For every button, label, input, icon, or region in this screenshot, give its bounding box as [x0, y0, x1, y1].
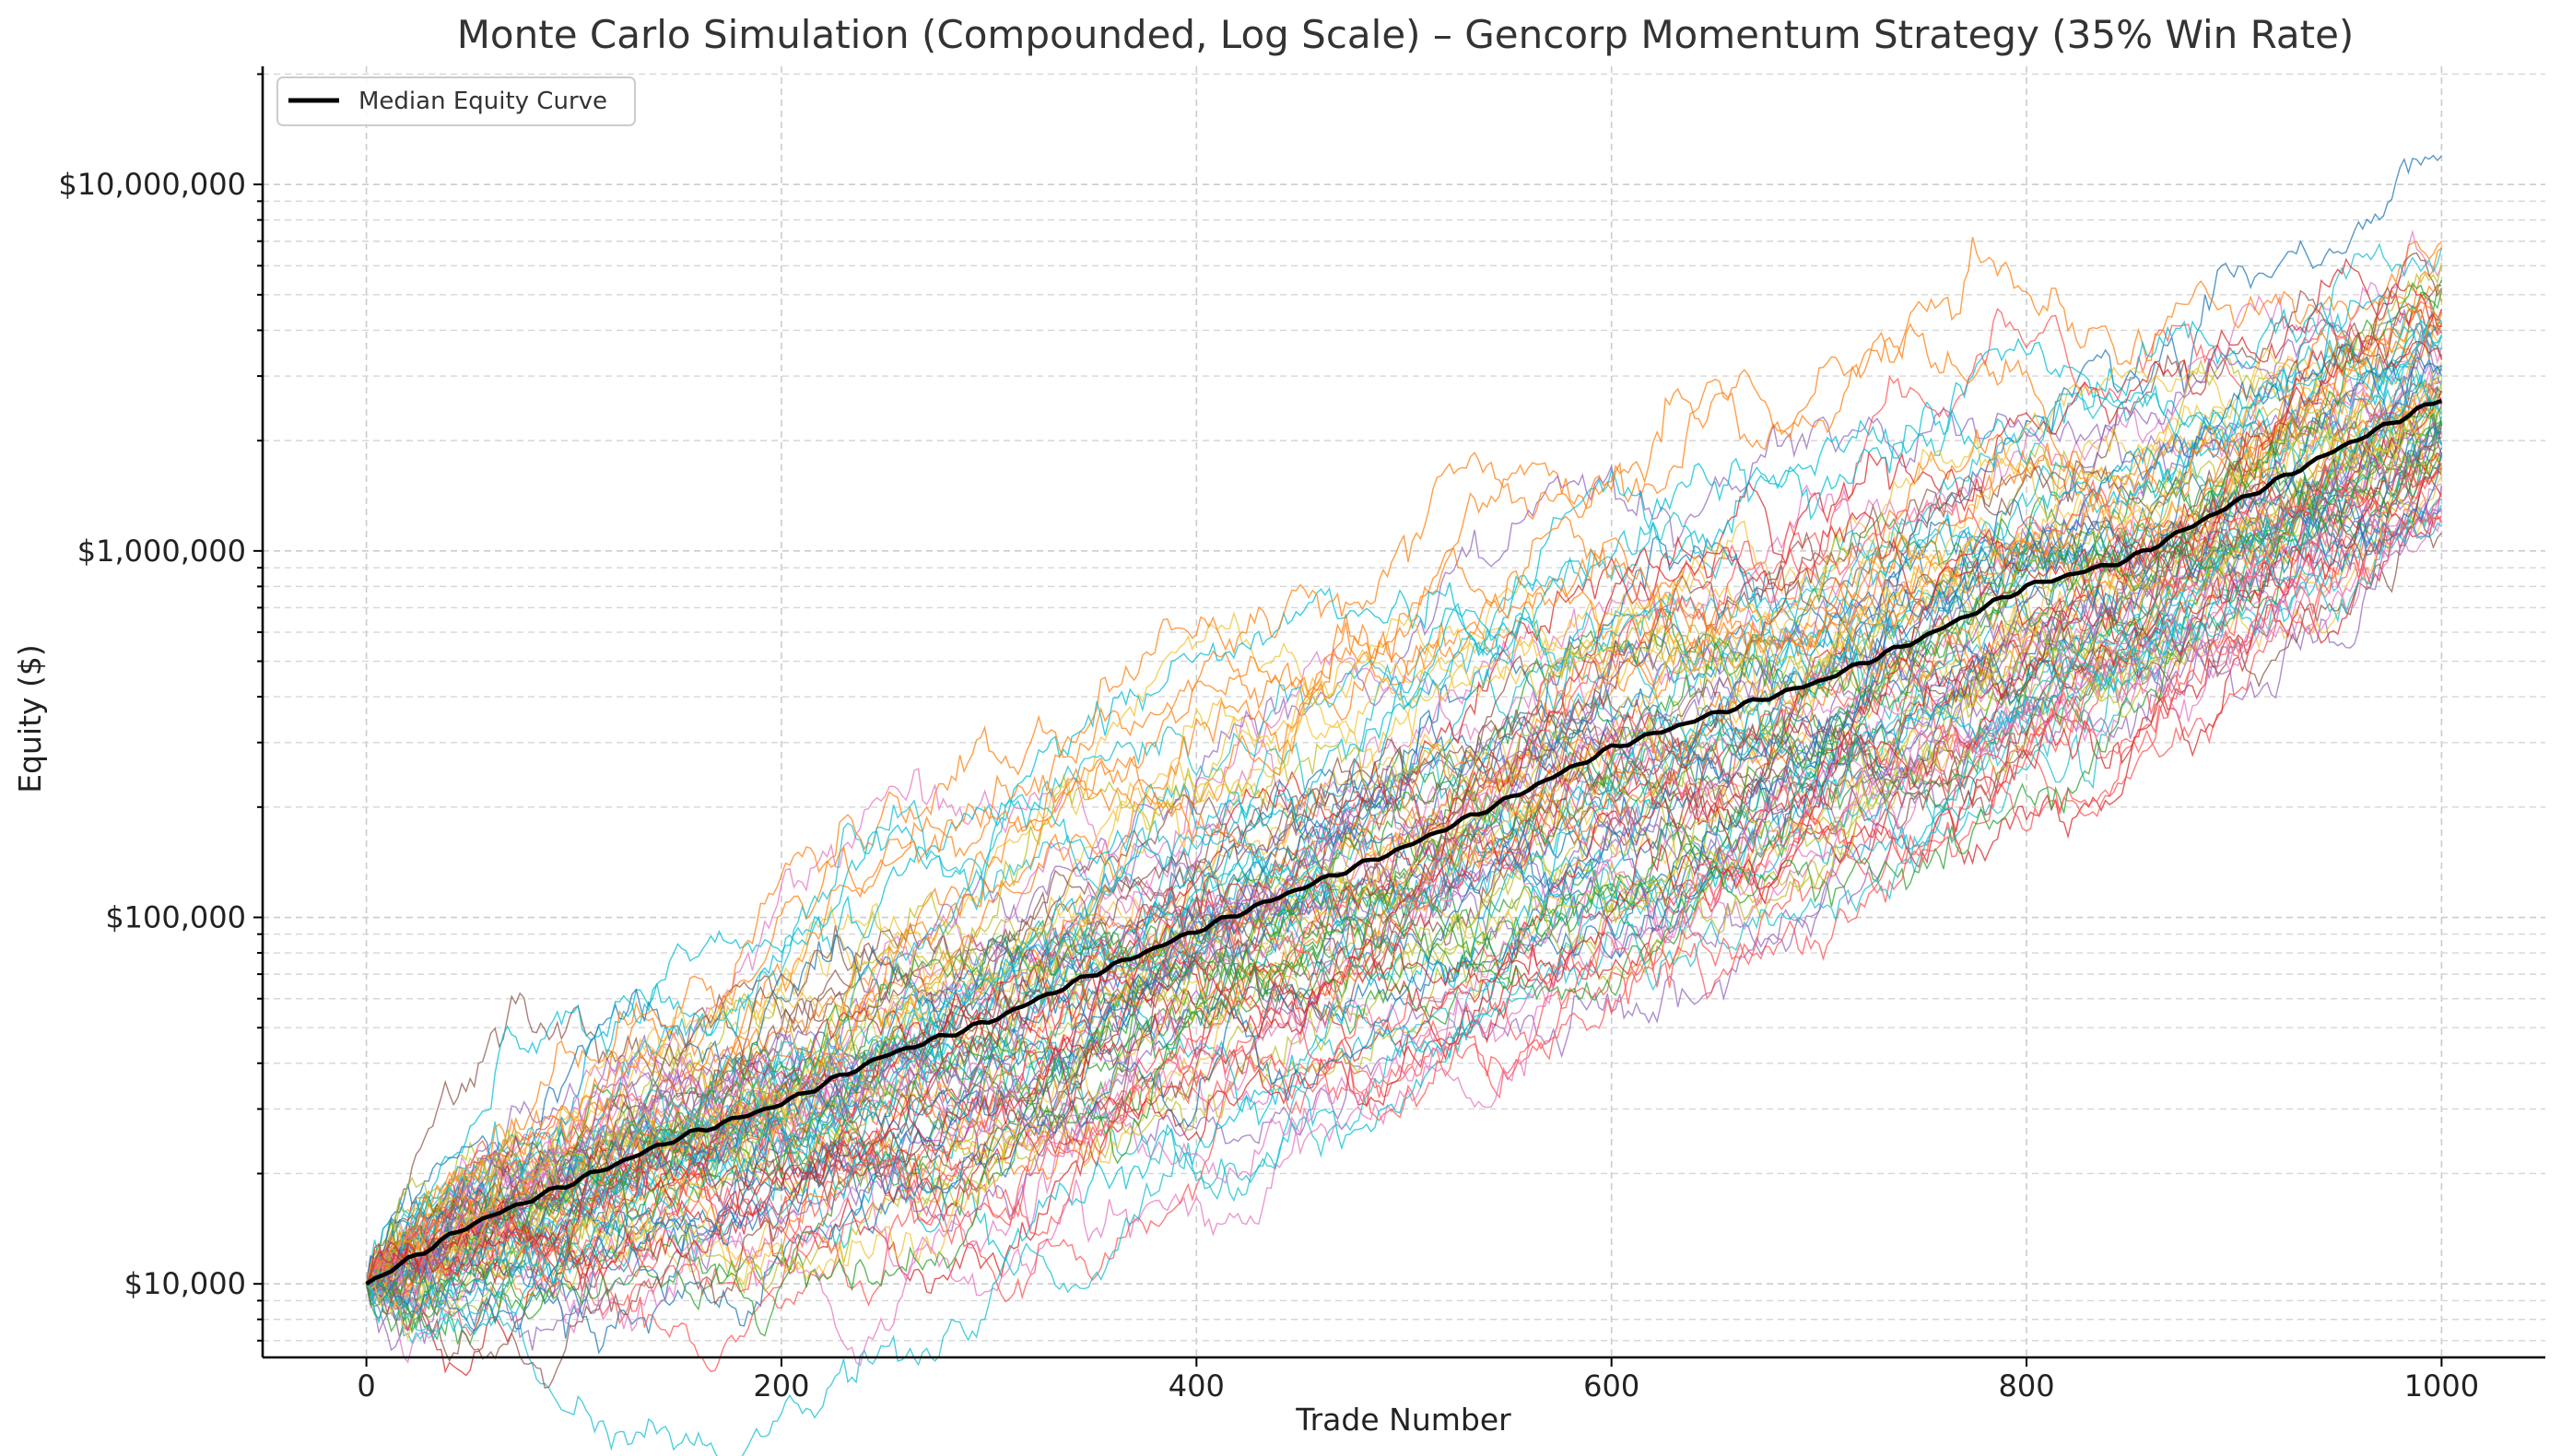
simulation-path-35: [366, 470, 2442, 1291]
x-tick-label-1: 200: [753, 1368, 809, 1403]
legend: Median Equity Curve: [276, 76, 636, 126]
simulation-path-55: [366, 393, 2442, 1299]
legend-label-median: Median Equity Curve: [358, 88, 607, 115]
simulation-path-88: [366, 426, 2442, 1302]
simulation-path-0: [366, 154, 2442, 1288]
simulation-path-89: [366, 440, 2443, 1389]
simulation-path-46: [366, 319, 2442, 1291]
y-tick-label-1: $100,000: [105, 900, 246, 935]
simulation-path-6: [365, 229, 2443, 1285]
median-equity-curve: [365, 398, 2443, 1286]
simulation-path-9: [365, 514, 2442, 1286]
simulation-path-28: [366, 352, 2443, 1344]
y-tick-label-2: $1,000,000: [77, 534, 246, 569]
simulation-path-38: [366, 406, 2442, 1289]
x-tick-label-0: 0: [357, 1368, 375, 1403]
simulation-path-84: [366, 452, 2443, 1289]
simulation-path-93: [366, 383, 2443, 1341]
simulation-path-67: [366, 399, 2442, 1310]
x-ticks: 0 200 400 600 800 1000: [357, 1357, 2479, 1403]
x-tick-label-4: 800: [1999, 1368, 2055, 1403]
simulation-path-36: [365, 397, 2443, 1355]
simulation-path-34: [366, 301, 2442, 1293]
x-tick-label-2: 400: [1169, 1368, 1225, 1403]
axes: [261, 66, 2545, 1359]
simulation-path-53: [365, 412, 2443, 1295]
simulation-path-91: [366, 263, 2443, 1290]
simulation-path-78: [365, 483, 2442, 1285]
simulation-path-65: [366, 516, 2442, 1292]
y-ticks: $10,000 $100,000 $1,000,000 $10,000,000: [58, 73, 263, 1342]
y-axis-label: Equity ($): [12, 644, 48, 793]
simulation-path-97: [366, 303, 2442, 1286]
simulation-path-70: [366, 333, 2443, 1294]
simulation-path-49: [365, 285, 2443, 1298]
simulation-path-57: [365, 355, 2442, 1285]
simulation-path-86: [365, 416, 2443, 1337]
simulation-paths: [365, 154, 2443, 1456]
simulation-path-87: [365, 282, 2442, 1285]
simulation-path-75: [366, 452, 2442, 1285]
x-tick-label-5: 1000: [2404, 1368, 2479, 1403]
simulation-path-79: [366, 425, 2442, 1287]
simulation-path-77: [365, 252, 2443, 1315]
simulation-path-62: [365, 388, 2442, 1297]
simulation-path-5: [366, 323, 2443, 1309]
simulation-path-39: [366, 257, 2443, 1286]
chart-title: Monte Carlo Simulation (Compounded, Log …: [457, 12, 2355, 57]
simulation-path-13: [366, 237, 2442, 1293]
x-axis-label: Trade Number: [1295, 1402, 1511, 1438]
x-tick-label-3: 600: [1583, 1368, 1639, 1403]
simulation-path-60: [365, 425, 2442, 1285]
y-tick-label-0: $10,000: [124, 1266, 246, 1301]
y-tick-label-3: $10,000,000: [58, 167, 246, 202]
simulation-path-98: [365, 282, 2443, 1297]
simulation-path-83: [366, 383, 2442, 1307]
legend-box: [276, 76, 636, 126]
median-layer: [365, 398, 2443, 1286]
simulation-path-73: [365, 247, 2442, 1285]
simulation-path-71: [366, 511, 2443, 1373]
simulation-path-74: [365, 405, 2443, 1331]
simulation-path-66: [366, 369, 2443, 1367]
